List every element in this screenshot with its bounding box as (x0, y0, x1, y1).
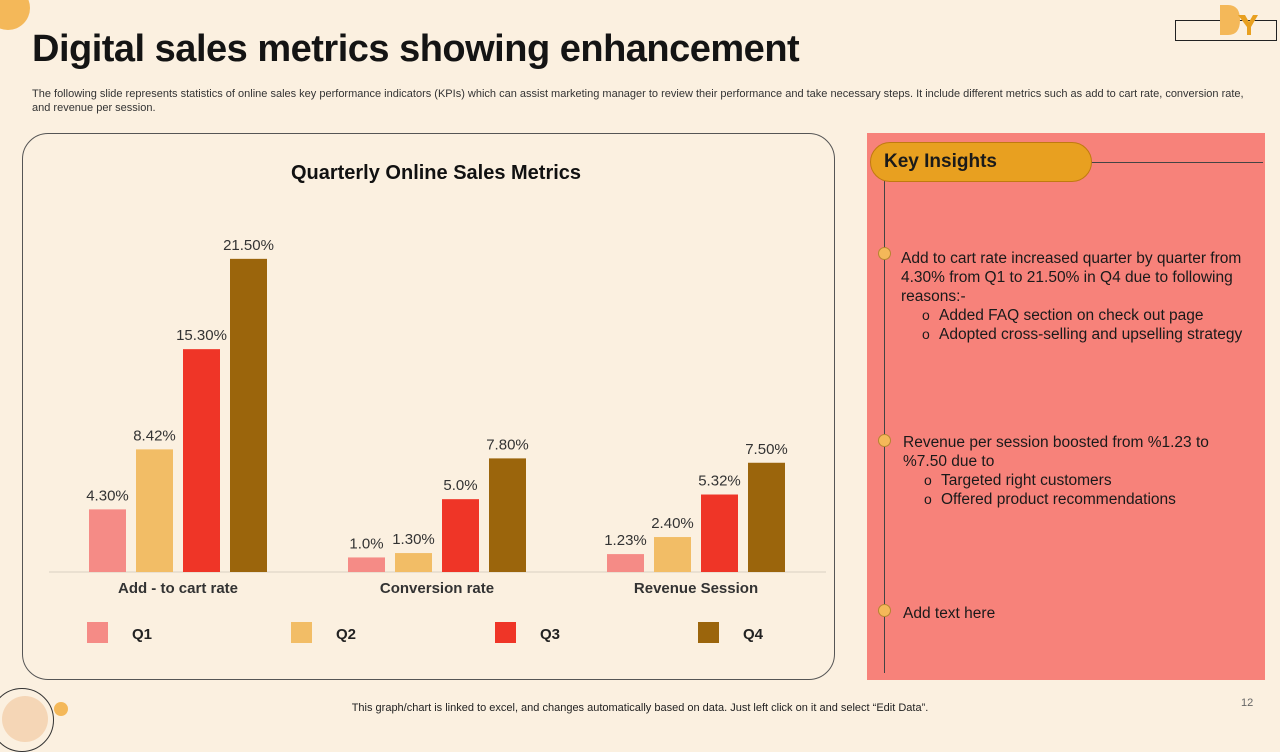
insight-sublist-1: Added FAQ section on check out page Adop… (901, 306, 1261, 344)
bar-q2-3[interactable] (654, 537, 691, 572)
insight-subitem: Targeted right customers (924, 471, 1263, 490)
insight-subitem: Adopted cross-selling and upselling stra… (922, 325, 1261, 344)
insight-bullet-2 (878, 434, 891, 447)
page-subtitle: The following slide represents statistic… (32, 88, 1244, 114)
bar-q2-1[interactable] (136, 449, 173, 572)
decor-ring-bottom-left (0, 688, 54, 752)
insight-bullet-3 (878, 604, 891, 617)
insight-item-2: Revenue per session boosted from %1.23 t… (903, 433, 1263, 509)
legend-label-q4: Q4 (743, 626, 764, 643)
insight-text-2: Revenue per session boosted from %1.23 t… (903, 434, 1209, 470)
bar-chart[interactable]: Quarterly Online Sales Metrics 4.30% 8.42… (23, 134, 836, 681)
legend-label-q1: Q1 (132, 626, 152, 643)
category-label: Revenue Session (634, 580, 758, 597)
legend-label-q2: Q2 (336, 626, 356, 643)
category-label: Conversion rate (380, 580, 494, 597)
bar-q2-2[interactable] (395, 553, 432, 572)
legend-swatch-q2 (291, 622, 312, 643)
insight-item-3: Add text here (903, 604, 1263, 623)
insights-timeline-line (884, 145, 885, 673)
data-label: 15.30% (176, 327, 227, 344)
data-label: 8.42% (133, 427, 176, 444)
chart-title: Quarterly Online Sales Metrics (291, 162, 581, 184)
data-label: 21.50% (223, 237, 274, 254)
bar-q3-1[interactable] (183, 349, 220, 572)
data-label: 5.0% (443, 477, 477, 494)
key-insights-panel: Key Insights Add to cart rate increased … (867, 133, 1265, 680)
page-number: 12 (1241, 697, 1254, 709)
data-label: 7.50% (745, 441, 788, 458)
bar-q1-1[interactable] (89, 509, 126, 572)
legend-label-q3: Q3 (540, 626, 560, 643)
insights-header-line (1087, 162, 1263, 163)
decor-circle-top-left (0, 0, 30, 30)
data-label: 1.30% (392, 531, 435, 548)
footer-note: This graph/chart is linked to excel, and… (351, 702, 929, 714)
data-label: 7.80% (486, 436, 529, 453)
legend-swatch-q4 (698, 622, 719, 643)
brand-logo-icon (1220, 5, 1258, 35)
bar-q3-3[interactable] (701, 494, 738, 572)
data-label: 5.32% (698, 473, 741, 490)
data-label: 4.30% (86, 487, 129, 504)
insight-sublist-2: Targeted right customers Offered product… (903, 471, 1263, 509)
insight-bullet-1 (878, 247, 891, 260)
chart-panel: Quarterly Online Sales Metrics 4.30% 8.42… (22, 133, 835, 680)
bar-q4-2[interactable] (489, 458, 526, 572)
key-insights-heading: Key Insights (870, 142, 1092, 182)
insight-text-1: Add to cart rate increased quarter by qu… (901, 250, 1242, 305)
bar-q3-2[interactable] (442, 499, 479, 572)
decor-dot-bottom-left (54, 702, 68, 716)
data-label: 1.23% (604, 532, 647, 549)
insight-subitem: Offered product recommendations (924, 490, 1263, 509)
data-label: 1.0% (349, 535, 383, 552)
data-label: 2.40% (651, 515, 694, 532)
insight-subitem: Added FAQ section on check out page (922, 306, 1261, 325)
page-title: Digital sales metrics showing enhancemen… (32, 28, 800, 70)
bar-q4-3[interactable] (748, 462, 785, 572)
legend-swatch-q1 (87, 622, 108, 643)
insight-item-1: Add to cart rate increased quarter by qu… (901, 249, 1261, 344)
insight-text-3: Add text here (903, 605, 996, 622)
bar-q1-3[interactable] (607, 554, 644, 572)
bar-q4-1[interactable] (230, 258, 267, 572)
bar-q1-2[interactable] (348, 557, 385, 572)
legend-swatch-q3 (495, 622, 516, 643)
category-label: Add - to cart rate (118, 580, 238, 597)
